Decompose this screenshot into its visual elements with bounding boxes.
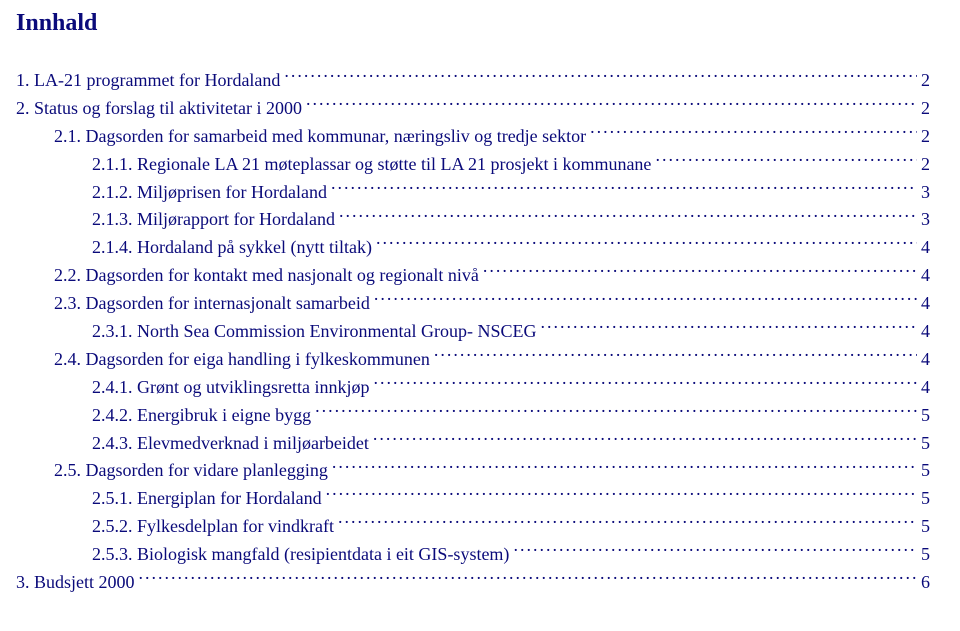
toc-leader-dots: [331, 180, 917, 198]
toc-entry-page: 2: [921, 151, 930, 179]
toc-entry-page: 4: [921, 234, 930, 262]
toc-entry: 3. Budsjett 2000 6: [16, 569, 930, 597]
toc-entry: 2.4.3. Elevmedverknad i miljøarbeidet 5: [16, 430, 930, 458]
document-page: Innhald 1. LA-21 programmet for Hordalan…: [0, 0, 960, 617]
toc-leader-dots: [284, 68, 917, 86]
toc-entry-page: 4: [921, 290, 930, 318]
toc-entry-page: 4: [921, 346, 930, 374]
toc-entry-page: 2: [921, 95, 930, 123]
toc-entry-label: 2.1.1. Regionale LA 21 møteplassar og st…: [92, 151, 651, 179]
toc-entry: 2.4. Dagsorden for eiga handling i fylke…: [16, 346, 930, 374]
toc-entry-page: 5: [921, 402, 930, 430]
toc-entry-label: 2.4. Dagsorden for eiga handling i fylke…: [54, 346, 430, 374]
toc-leader-dots: [373, 431, 917, 449]
toc-entry-label: 2.4.3. Elevmedverknad i miljøarbeidet: [92, 430, 369, 458]
toc-entry-label: 2.5.2. Fylkesdelplan for vindkraft: [92, 513, 334, 541]
toc-entry-label: 2.3.1. North Sea Commission Environmenta…: [92, 318, 536, 346]
toc-entry-label: 2.5.3. Biologisk mangfald (resipientdata…: [92, 541, 509, 569]
toc-entry: 2.2. Dagsorden for kontakt med nasjonalt…: [16, 262, 930, 290]
toc-entry: 2.1.4. Hordaland på sykkel (nytt tiltak)…: [16, 234, 930, 262]
toc-entry: 2.1.1. Regionale LA 21 møteplassar og st…: [16, 151, 930, 179]
toc-leader-dots: [315, 403, 917, 421]
toc-leader-dots: [540, 319, 917, 337]
toc-entry-page: 2: [921, 123, 930, 151]
toc-entry: 1. LA-21 programmet for Hordaland 2: [16, 67, 930, 95]
toc-leader-dots: [483, 263, 917, 281]
toc-entry-page: 6: [921, 569, 930, 597]
toc-entry-page: 5: [921, 485, 930, 513]
toc-entry-page: 5: [921, 541, 930, 569]
toc-leader-dots: [306, 96, 917, 114]
toc-entry-page: 4: [921, 374, 930, 402]
toc-entry-label: 2.1. Dagsorden for samarbeid med kommuna…: [54, 123, 586, 151]
toc-leader-dots: [339, 207, 917, 225]
toc-entry: 2.5.1. Energiplan for Hordaland 5: [16, 485, 930, 513]
toc-entry: 2.5. Dagsorden for vidare planlegging 5: [16, 457, 930, 485]
toc-leader-dots: [590, 124, 917, 142]
toc-entry: 2.5.3. Biologisk mangfald (resipientdata…: [16, 541, 930, 569]
toc-entry-label: 2.4.1. Grønt og utviklingsretta innkjøp: [92, 374, 369, 402]
toc-leader-dots: [338, 514, 917, 532]
toc-entry-page: 5: [921, 457, 930, 485]
toc-leader-dots: [513, 542, 917, 560]
toc-entry-page: 3: [921, 206, 930, 234]
toc-leader-dots: [376, 235, 917, 253]
toc-leader-dots: [374, 291, 917, 309]
toc-leader-dots: [332, 458, 917, 476]
toc-entry-page: 4: [921, 262, 930, 290]
toc-entry-label: 2.5.1. Energiplan for Hordaland: [92, 485, 322, 513]
toc-entry-label: 2. Status og forslag til aktivitetar i 2…: [16, 95, 302, 123]
toc-entry: 2.3. Dagsorden for internasjonalt samarb…: [16, 290, 930, 318]
toc-entry-label: 2.2. Dagsorden for kontakt med nasjonalt…: [54, 262, 479, 290]
toc-entry-label: 2.1.2. Miljøprisen for Hordaland: [92, 179, 327, 207]
toc-entry-label: 2.1.3. Miljørapport for Hordaland: [92, 206, 335, 234]
toc-entry-label: 3. Budsjett 2000: [16, 569, 135, 597]
toc-entry: 2.5.2. Fylkesdelplan for vindkraft 5: [16, 513, 930, 541]
toc-entry-label: 2.5. Dagsorden for vidare planlegging: [54, 457, 328, 485]
toc-entry: 2.3.1. North Sea Commission Environmenta…: [16, 318, 930, 346]
toc-entry-label: 2.3. Dagsorden for internasjonalt samarb…: [54, 290, 370, 318]
toc-entry: 2. Status og forslag til aktivitetar i 2…: [16, 95, 930, 123]
toc-leader-dots: [373, 375, 917, 393]
toc-entry: 2.1.3. Miljørapport for Hordaland 3: [16, 206, 930, 234]
toc-entry: 2.4.2. Energibruk i eigne bygg 5: [16, 402, 930, 430]
toc-leader-dots: [655, 152, 917, 170]
toc-entry-page: 3: [921, 179, 930, 207]
table-of-contents: 1. LA-21 programmet for Hordaland 2 2. Sta…: [16, 67, 930, 597]
toc-entry-page: 5: [921, 513, 930, 541]
toc-leader-dots: [434, 347, 917, 365]
toc-entry-label: 1. LA-21 programmet for Hordaland: [16, 67, 280, 95]
toc-entry-page: 4: [921, 318, 930, 346]
page-title: Innhald: [16, 10, 930, 37]
toc-entry-label: 2.1.4. Hordaland på sykkel (nytt tiltak): [92, 234, 372, 262]
toc-leader-dots: [326, 486, 917, 504]
toc-entry-label: 2.4.2. Energibruk i eigne bygg: [92, 402, 311, 430]
toc-entry-page: 2: [921, 67, 930, 95]
toc-entry: 2.1. Dagsorden for samarbeid med kommuna…: [16, 123, 930, 151]
toc-leader-dots: [139, 570, 917, 588]
toc-entry: 2.1.2. Miljøprisen for Hordaland 3: [16, 179, 930, 207]
toc-entry-page: 5: [921, 430, 930, 458]
toc-entry: 2.4.1. Grønt og utviklingsretta innkjøp 4: [16, 374, 930, 402]
